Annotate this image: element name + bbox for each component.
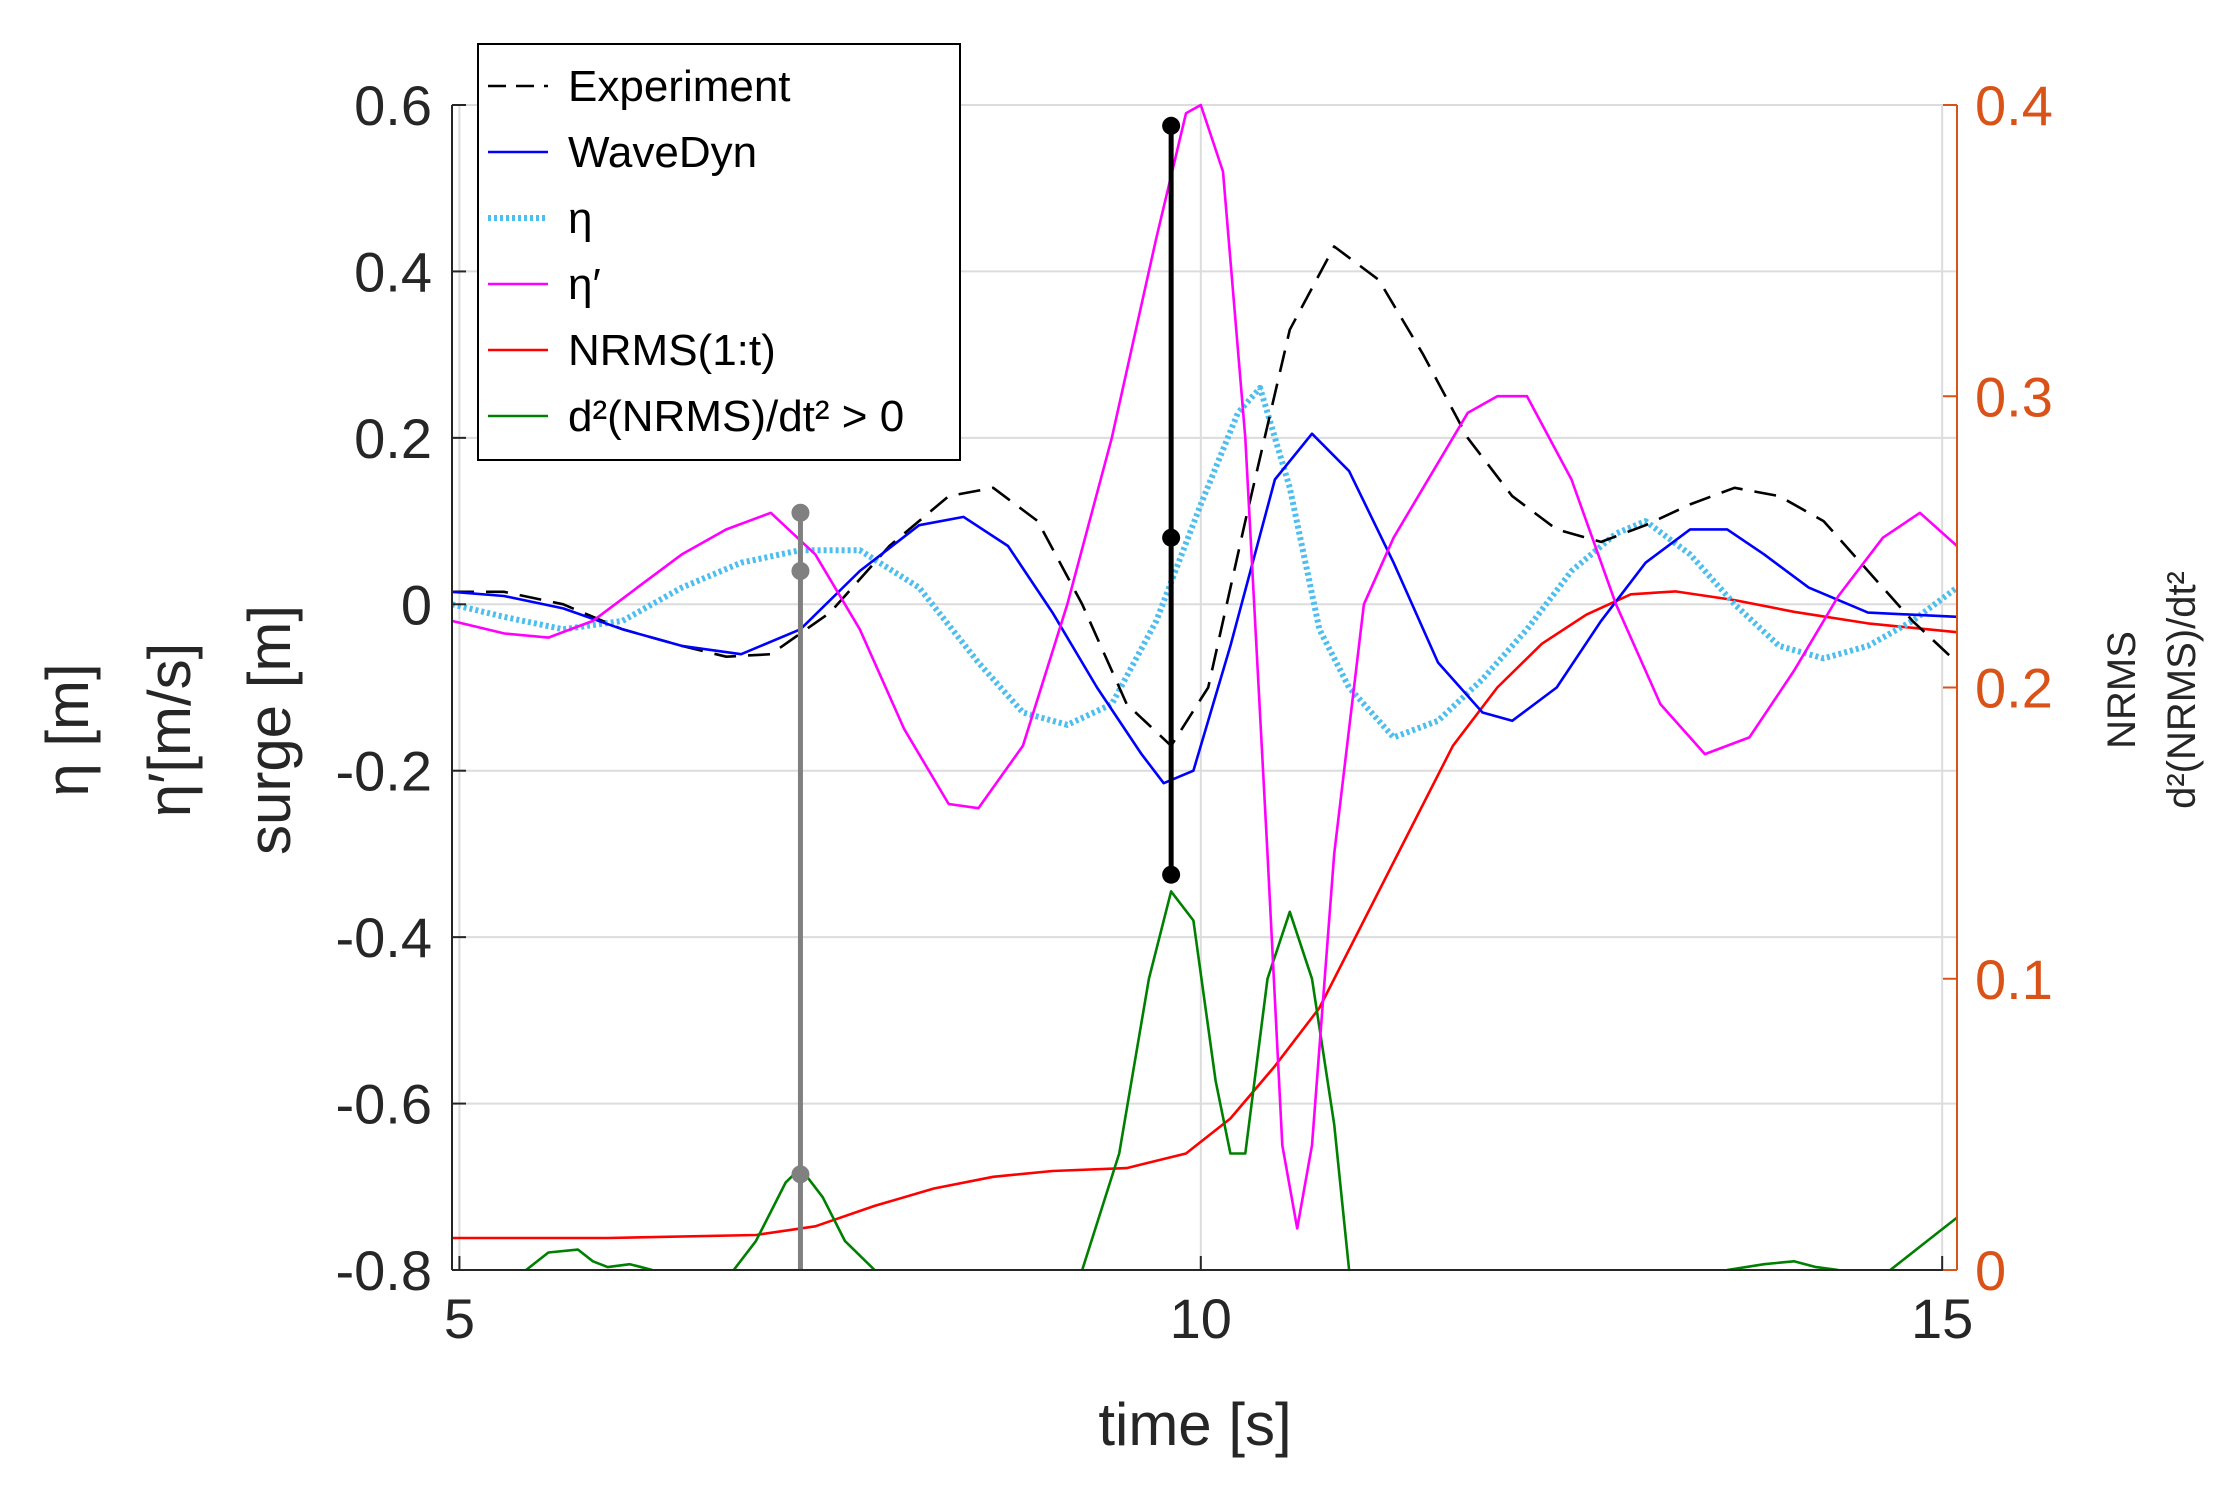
y-tick-label-1: -0.6	[336, 1073, 433, 1136]
y2-tick-label-1: 0.1	[1975, 948, 2053, 1011]
series-line-d2nrms-3	[1726, 1260, 1839, 1270]
series-line-d2nrms-4	[1889, 1216, 1957, 1270]
y-tick-label-5: 0.2	[354, 407, 432, 470]
series-line-nrms	[452, 590, 1957, 1240]
axes: -0.8 -0.6 -0.4 -0.2 0 0.2 0.4 0.6 0 0.1 0.2 0.3 0.4 5…	[336, 74, 2053, 1350]
y-tick-label-3: -0.2	[336, 740, 433, 803]
legend-label-eta: η	[568, 194, 592, 243]
gray_marker-dot-0	[791, 503, 810, 522]
black_marker-dot-1	[1162, 528, 1181, 547]
legend-label-eta_prime: η′	[568, 260, 601, 309]
series-line-eta_prime	[452, 103, 1957, 1230]
series-line-eta	[452, 384, 1957, 741]
series-line-experiment	[452, 245, 1957, 748]
y-tick-label-6: 0.4	[354, 240, 432, 303]
gray_marker-dot-1	[791, 562, 810, 580]
y-tick-label-7: 0.6	[354, 74, 432, 137]
black_marker-dot-0	[1162, 116, 1181, 135]
y-axis-title-eta: η [m]	[34, 663, 101, 796]
y-axis-title-eta-prime: η′[m/s]	[136, 643, 203, 818]
legend-box	[477, 43, 961, 461]
x-axis-title: time [s]	[1098, 1391, 1291, 1458]
y2-tick-label-4: 0.4	[1975, 74, 2053, 137]
series-line-d2nrms-1	[732, 1166, 876, 1270]
legend-label-d2nrms: d²(NRMS)/dt² > 0	[568, 392, 904, 441]
gray_marker-dot-2	[791, 1165, 810, 1184]
y2-axis-title-nrms: NRMS	[2100, 631, 2144, 749]
black_marker-dot-2	[1162, 865, 1181, 884]
series-line-wavedyn	[452, 432, 1957, 785]
series-line-d2nrms-2	[1080, 890, 1351, 1270]
series-line-d2nrms-0	[525, 1248, 653, 1270]
y-tick-label-2: -0.4	[336, 906, 433, 969]
legend-label-experiment: Experiment	[568, 62, 791, 111]
y2-tick-label-2: 0.2	[1975, 657, 2053, 720]
y-tick-label-4: 0	[401, 573, 432, 636]
y-tick-label-0: -0.8	[336, 1239, 433, 1302]
legend: Experiment WaveDyn η η′ NRMS(1:t) d²(NRMS)/dt…	[477, 43, 961, 461]
y2-axis-title-d2nrms: d²(NRMS)/dt²	[2160, 571, 2204, 809]
x-tick-label-1: 10	[1170, 1287, 1232, 1350]
x-tick-label-2: 15	[1911, 1287, 1973, 1350]
y2-tick-label-3: 0.3	[1975, 365, 2053, 428]
y2-tick-label-0: 0	[1975, 1239, 2006, 1302]
y-axis-title-surge: surge [m]	[236, 605, 303, 855]
legend-label-wavedyn: WaveDyn	[568, 128, 757, 177]
vertical-markers	[791, 116, 1181, 1270]
x-tick-label-0: 5	[444, 1287, 475, 1350]
legend-label-nrms: NRMS(1:t)	[568, 326, 776, 375]
